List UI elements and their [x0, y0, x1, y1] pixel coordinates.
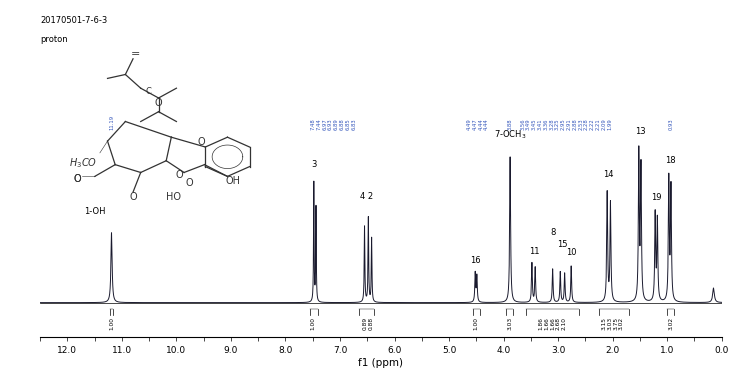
- Text: =: =: [131, 49, 140, 59]
- Text: 15: 15: [557, 240, 567, 249]
- Text: O: O: [198, 137, 206, 147]
- Text: 11.19: 11.19: [109, 115, 114, 130]
- Text: O: O: [73, 174, 81, 184]
- Text: O: O: [129, 192, 137, 202]
- Text: 8: 8: [550, 228, 555, 237]
- Text: 10: 10: [566, 248, 577, 257]
- Text: 13: 13: [635, 127, 645, 136]
- Text: 4.49
4.47
4.44
4.44: 4.49 4.47 4.44 4.44: [467, 118, 489, 130]
- Text: HO: HO: [166, 192, 182, 202]
- Text: 19: 19: [651, 193, 661, 202]
- Text: 1.86
1.66
1.66
2.68
2.10: 1.86 1.66 1.66 2.68 2.10: [539, 317, 566, 330]
- Text: 3.88: 3.88: [507, 118, 512, 130]
- Text: 3.15
3.03
3.75
3.02: 3.15 3.03 3.75 3.02: [601, 317, 624, 330]
- Text: 11: 11: [529, 247, 539, 256]
- Text: H$_3$CO: H$_3$CO: [69, 156, 98, 171]
- Text: 14: 14: [603, 170, 614, 179]
- Text: 1-OH: 1-OH: [84, 207, 106, 216]
- Text: 18: 18: [665, 156, 675, 165]
- Text: O: O: [185, 178, 193, 188]
- Text: 16: 16: [470, 256, 480, 265]
- Text: O: O: [73, 174, 81, 184]
- Text: 4 2: 4 2: [359, 192, 373, 201]
- X-axis label: f1 (ppm): f1 (ppm): [359, 358, 403, 368]
- Text: 3: 3: [311, 160, 316, 169]
- Text: 0.93: 0.93: [668, 118, 674, 130]
- Text: proton: proton: [40, 35, 68, 44]
- Text: 0.89
0.88: 0.89 0.88: [362, 317, 373, 330]
- Text: 3.56
3.49
3.45
3.41
3.36
3.28
3.25
2.95
2.91
2.88
2.53
2.28
2.22
2.21
2.09
1.99: 3.56 3.49 3.45 3.41 3.36 3.28 3.25 2.95 …: [521, 118, 612, 130]
- Text: 20170501-7-6-3: 20170501-7-6-3: [40, 16, 107, 25]
- Text: OH: OH: [225, 176, 240, 186]
- Text: 7-OCH$_3$: 7-OCH$_3$: [494, 129, 526, 141]
- Text: O: O: [175, 171, 183, 180]
- Text: 1.00: 1.00: [474, 317, 479, 330]
- Text: 1.00: 1.00: [109, 317, 114, 330]
- Text: O: O: [155, 98, 163, 108]
- Text: 3.02: 3.02: [668, 317, 674, 330]
- Text: 3.03: 3.03: [507, 317, 512, 330]
- Text: C: C: [145, 87, 152, 96]
- Text: 1.00: 1.00: [311, 317, 316, 330]
- Text: 7.48
7.44
6.97
6.93
6.89
6.88
6.85
6.83: 7.48 7.44 6.97 6.93 6.89 6.88 6.85 6.83: [311, 118, 356, 130]
